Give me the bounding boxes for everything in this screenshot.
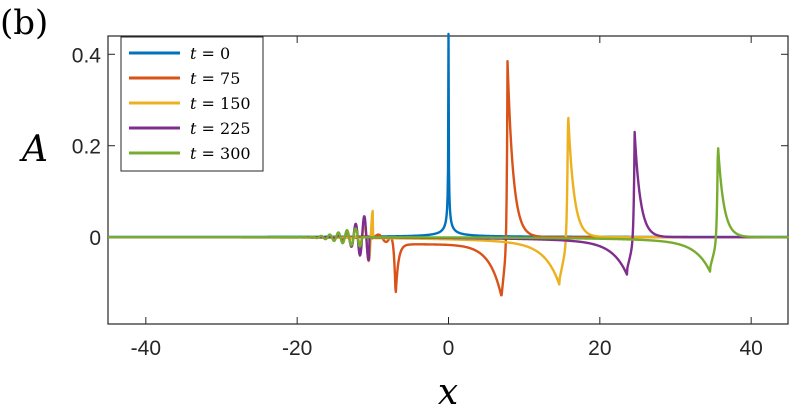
legend-label-value: 0 bbox=[220, 44, 230, 63]
x-tick-labels: -40 -20 0 20 40 bbox=[131, 337, 763, 360]
legend-label-variable: t bbox=[190, 94, 197, 113]
y-tick-label: 0 bbox=[89, 227, 101, 250]
legend-label-equals: = bbox=[196, 69, 220, 88]
legend-label-value: 225 bbox=[220, 119, 251, 138]
series-lines bbox=[107, 32, 789, 297]
panel-label: (b) bbox=[0, 3, 48, 43]
x-tick-label: -40 bbox=[131, 337, 161, 360]
legend-label-value: 150 bbox=[220, 94, 251, 113]
legend-label-value: 75 bbox=[220, 69, 240, 88]
x-tick-label: -20 bbox=[282, 337, 312, 360]
legend-label-variable: t bbox=[190, 119, 197, 138]
y-tick-label: 0.4 bbox=[72, 44, 102, 67]
legend-label: t = 0 bbox=[190, 44, 230, 63]
x-tick-label: 40 bbox=[739, 337, 762, 360]
x-axis-label: x bbox=[438, 372, 458, 411]
legend-label-equals: = bbox=[196, 144, 220, 163]
legend-label: t = 150 bbox=[190, 94, 251, 113]
legend-label-variable: t bbox=[190, 44, 197, 63]
legend-label: t = 75 bbox=[190, 69, 240, 88]
legend-label-variable: t bbox=[190, 144, 197, 163]
series-line bbox=[107, 147, 789, 273]
y-tick-label: 0.2 bbox=[72, 136, 101, 159]
legend-label-equals: = bbox=[196, 44, 220, 63]
legend-label-equals: = bbox=[196, 94, 220, 113]
legend-label-equals: = bbox=[196, 119, 220, 138]
legend-label: t = 225 bbox=[190, 119, 251, 138]
y-tick-labels: 0 0.2 0.4 bbox=[72, 44, 102, 250]
legend-label: t = 300 bbox=[190, 144, 251, 163]
legend-label-variable: t bbox=[190, 69, 197, 88]
y-axis-label: A bbox=[19, 129, 48, 170]
x-tick-label: 0 bbox=[443, 337, 455, 360]
legend-label-value: 300 bbox=[220, 144, 251, 163]
x-tick-label: 20 bbox=[588, 337, 611, 360]
